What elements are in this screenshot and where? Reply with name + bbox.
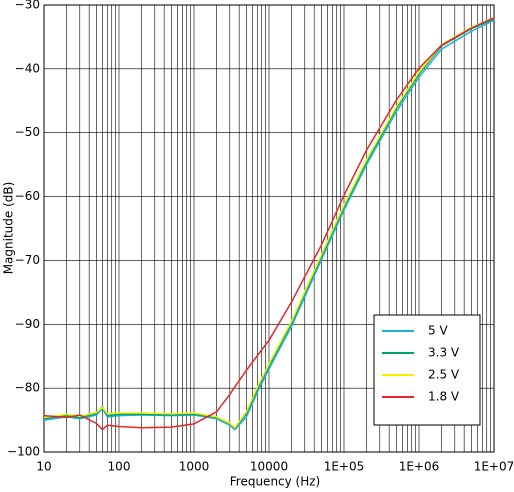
legend-label: 1.8 V (428, 390, 460, 404)
x-tick-label: 1E+06 (399, 460, 440, 474)
x-axis-label: Frequency (Hz) (230, 475, 321, 489)
x-tick-label: 1E+05 (324, 460, 365, 474)
x-tick-label: 10000 (250, 460, 288, 474)
y-axis-label: Magnitude (dB) (2, 182, 16, 275)
y-tick-label: −30 (15, 0, 40, 12)
y-tick-label: −40 (15, 61, 40, 75)
legend-label: 3.3 V (428, 346, 460, 360)
y-tick-label: −60 (15, 189, 40, 203)
legend-label: 5 V (428, 324, 448, 338)
series-line (43, 17, 495, 429)
x-tick-label: 100 (108, 460, 131, 474)
y-tick-label: −70 (15, 253, 40, 267)
plot-border (43, 4, 495, 453)
y-tick-label: −90 (15, 317, 40, 331)
series-line (43, 19, 495, 431)
y-tick-label: −100 (7, 445, 40, 459)
series-line (43, 17, 495, 431)
y-tick-label: −80 (15, 381, 40, 395)
x-tick-label: 1000 (179, 460, 210, 474)
x-tick-label: 1E+07 (474, 460, 514, 474)
y-tick-label: −50 (15, 125, 40, 139)
x-tick-label: 10 (36, 460, 51, 474)
legend-box (373, 314, 481, 426)
legend-label: 2.5 V (428, 368, 460, 382)
